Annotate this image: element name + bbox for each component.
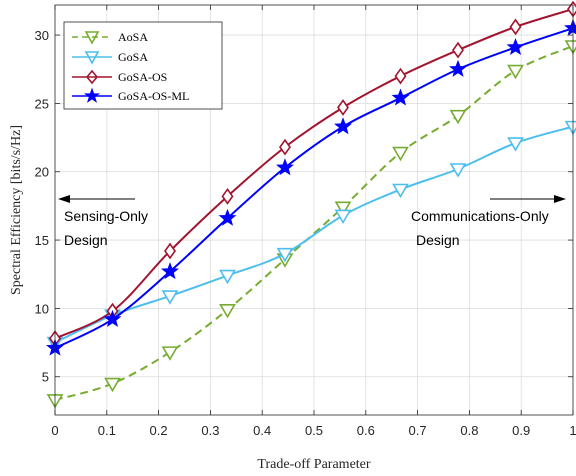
x-axis-title: Trade-off Parameter: [257, 457, 370, 472]
x-tick-label: 0.1: [98, 423, 116, 438]
data-point-gosa-os-ml: [103, 309, 122, 327]
grid-lines: [55, 5, 573, 415]
legend-label-aosa: AoSA: [118, 30, 148, 44]
data-point-gosa: [507, 137, 524, 152]
data-point-gosa-os: [394, 67, 407, 85]
y-tick-label: 15: [35, 233, 49, 248]
left-arrowhead: [58, 195, 70, 203]
legend-label-gosa: GoSA: [118, 50, 148, 64]
sensing-only-annotation: Sensing-Only Design: [58, 195, 148, 248]
data-point-aosa: [334, 201, 352, 216]
data-point-gosa-os-ml: [218, 208, 237, 226]
communications-only-annotation: Communications-Only Design: [411, 195, 566, 248]
x-tick-label: 0.7: [409, 423, 427, 438]
series-line-gosa: [54, 125, 574, 344]
data-point-gosa: [219, 269, 236, 285]
data-point-gosa-os-ml: [276, 158, 294, 176]
y-axis-title: Spectral Efficiency [bits/s/Hz]: [9, 125, 24, 295]
legend-entry-gosa: GoSA: [72, 50, 148, 65]
x-tick-label: 0.3: [201, 423, 219, 438]
axis-ticks: [54, 5, 574, 415]
legend-label-gosa-os: GoSA-OS: [118, 70, 167, 84]
sensing-only-label: Sensing-Only: [64, 208, 148, 224]
x-tick-label: 0.8: [460, 423, 478, 438]
legend-entry-gosa-os: GoSA-OS: [72, 69, 167, 85]
legend-entry-aosa: AoSA: [72, 30, 148, 45]
x-tick-label: 0.6: [357, 423, 375, 438]
legend-marker-gosa-os-ml: [83, 87, 101, 103]
legend-label-gosa-os-ml: GoSA-OS-ML: [118, 89, 189, 103]
y-tick-label: 20: [35, 165, 49, 180]
legend-marker-aosa: [84, 31, 100, 45]
data-point-aosa: [392, 146, 409, 162]
legend-marker-gosa-os: [85, 69, 99, 85]
data-point-gosa-os-ml: [334, 117, 352, 135]
data-point-gosa-os: [279, 138, 291, 156]
x-tick-label: 0.5: [305, 423, 323, 438]
x-tick-label: 0.4: [253, 423, 271, 438]
communications-only-label: Communications-Only: [411, 208, 549, 224]
y-tick-label: 30: [35, 28, 49, 43]
data-point-gosa-os: [164, 242, 176, 260]
series-line-gosa-os: [54, 8, 574, 340]
y-tick-label: 5: [42, 370, 49, 385]
data-point-gosa-os-ml: [391, 88, 410, 106]
x-tick-label: 0: [51, 423, 58, 438]
data-point-aosa: [219, 303, 236, 319]
data-point-gosa-os-ml: [161, 262, 179, 280]
series-gosa-os: [49, 0, 576, 347]
data-point-aosa: [161, 346, 179, 361]
series-line-gosa-os-ml: [54, 27, 574, 349]
data-point-gosa-os-ml: [449, 59, 467, 77]
y-tick-label: 25: [35, 96, 49, 111]
x-tick-label: 0.9: [512, 423, 530, 438]
data-point-aosa: [449, 109, 467, 125]
data-point-gosa: [161, 290, 179, 305]
data-point-gosa: [276, 247, 294, 263]
series-line-aosa: [54, 45, 574, 401]
data-point-gosa: [449, 163, 467, 178]
data-point-gosa-os: [452, 41, 464, 59]
legend-entry-gosa-os-ml: GoSA-OS-ML: [72, 87, 189, 103]
right-arrowhead: [554, 195, 566, 203]
legend-marker-gosa: [84, 51, 100, 65]
data-point-gosa: [392, 183, 409, 199]
data-point-gosa: [334, 209, 352, 225]
data-point-aosa: [507, 64, 524, 80]
data-point-gosa-os-ml: [506, 37, 525, 55]
data-point-gosa-os: [221, 187, 234, 205]
data-point-gosa-os: [337, 99, 349, 116]
data-point-gosa-os: [509, 18, 522, 36]
x-tick-label: 0.2: [150, 423, 168, 438]
communications-only-design-label: Design: [416, 232, 460, 248]
legend: AoSA GoSA GoSA-OS GoSA-OS-ML: [63, 21, 223, 110]
x-tick-label: 1: [569, 423, 576, 438]
y-tick-label: 10: [35, 301, 49, 316]
sensing-only-design-label: Design: [64, 232, 108, 248]
data-point-aosa: [104, 377, 121, 393]
